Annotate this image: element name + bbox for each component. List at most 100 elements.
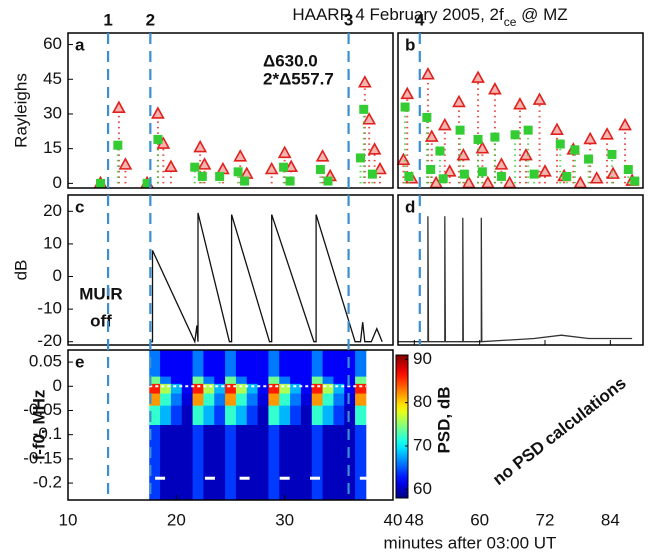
heat-cell — [322, 350, 334, 378]
triangle-marker — [480, 175, 495, 189]
heat-cell — [149, 376, 161, 385]
heat-cell — [279, 376, 291, 385]
x-tick-label: 60 — [470, 510, 489, 529]
x-tick-label: 84 — [601, 510, 620, 529]
triangle-marker — [315, 149, 330, 162]
heat-cell — [268, 393, 280, 407]
heat-cell — [279, 350, 291, 378]
panel-label: e — [75, 352, 84, 371]
triangle-marker — [488, 82, 502, 95]
heat-cell — [203, 350, 215, 378]
heat-cell — [192, 376, 204, 385]
heat-cell — [181, 405, 193, 426]
square-marker — [490, 132, 500, 142]
triangle-marker — [264, 161, 279, 175]
square-marker — [477, 167, 487, 177]
y-axis-label: Rayleighs — [11, 73, 30, 148]
panel-frame — [67, 194, 394, 346]
heat-cell — [279, 425, 291, 501]
square-marker — [630, 176, 640, 186]
legend-entry: Δ630.0 — [263, 51, 318, 70]
heat-cell — [344, 350, 356, 378]
x-tick-label: 48 — [405, 510, 424, 529]
panel-frame — [67, 32, 394, 189]
y-tick-label: 0 — [53, 173, 62, 192]
colorbar-tick-label: 60 — [413, 479, 432, 498]
heat-cell — [246, 405, 258, 426]
title-text: HAARP 4 February 2005, 2f — [292, 5, 504, 24]
triangle-marker — [396, 152, 411, 166]
event-label: 3 — [344, 10, 353, 29]
colorbar-tick-label: 80 — [413, 392, 432, 411]
triangle-marker — [421, 66, 435, 80]
square-marker — [555, 139, 565, 149]
square-marker — [459, 169, 469, 179]
square-marker — [400, 102, 410, 112]
square-marker — [359, 104, 369, 114]
y-tick-label: -0.1 — [33, 424, 62, 443]
heat-cell — [203, 405, 215, 426]
heat-cell — [290, 350, 302, 378]
heat-cell — [235, 405, 248, 426]
heat-cell — [170, 376, 183, 385]
x-tick-label: 40 — [384, 510, 403, 529]
y-tick-label: 0 — [53, 266, 62, 285]
heat-cell — [355, 425, 367, 501]
legend-entry: 2*Δ557.7 — [263, 69, 334, 88]
heat-cell — [257, 350, 269, 378]
square-marker — [422, 112, 432, 122]
chart-title: HAARP 4 February 2005, 2fce @ MZ — [292, 5, 567, 29]
heat-cell — [203, 393, 215, 407]
heat-cell — [300, 405, 313, 426]
heat-cell — [225, 425, 237, 501]
heat-cell — [192, 383, 204, 394]
y-tick-label: -0.15 — [23, 448, 62, 467]
heat-cell — [225, 405, 237, 426]
heat-cell — [344, 393, 356, 407]
heat-cell — [268, 383, 280, 394]
triangle-marker — [618, 117, 632, 131]
y-tick-label: 30 — [43, 103, 62, 122]
heat-cell — [268, 405, 280, 426]
heat-cell — [160, 376, 172, 385]
heat-cell — [333, 376, 345, 385]
y-tick-label: 60 — [43, 34, 62, 53]
heat-cell — [311, 376, 323, 385]
heat-cell — [192, 425, 204, 501]
square-marker — [215, 171, 225, 181]
heat-cell — [149, 405, 161, 426]
square-marker — [438, 174, 448, 184]
heat-cell — [311, 393, 323, 407]
triangle-marker — [197, 157, 212, 170]
heat-cell — [160, 350, 172, 378]
heat-cell — [246, 393, 258, 407]
title-text: @ MZ — [516, 5, 567, 24]
triangle-marker — [600, 127, 614, 140]
triangle-marker — [475, 141, 490, 154]
square-marker — [455, 125, 465, 135]
heat-cell — [192, 393, 204, 407]
y-tick-label: -20 — [37, 331, 62, 350]
heat-cell — [355, 393, 367, 407]
heat-cell — [181, 383, 193, 394]
y-axis-label: f-f0, MHz — [29, 390, 48, 461]
heat-cell — [214, 383, 226, 394]
triangle-marker — [589, 171, 604, 184]
square-marker — [584, 154, 594, 164]
heat-cell — [300, 383, 313, 394]
heat-cell — [235, 383, 248, 394]
heat-cell — [333, 425, 345, 501]
heat-cell — [170, 350, 183, 378]
heat-cell — [290, 425, 302, 501]
square-marker — [367, 169, 377, 179]
y-tick-label: -10 — [37, 299, 62, 318]
heat-cell — [311, 405, 323, 426]
heat-cell — [311, 425, 323, 501]
heat-cell — [344, 405, 356, 426]
panel-frame — [67, 349, 394, 501]
event-label: 2 — [146, 10, 155, 29]
x-tick-label: 20 — [167, 510, 186, 529]
event-label: 1 — [103, 10, 112, 29]
panel-frame — [397, 32, 644, 189]
heat-cell — [235, 350, 248, 378]
